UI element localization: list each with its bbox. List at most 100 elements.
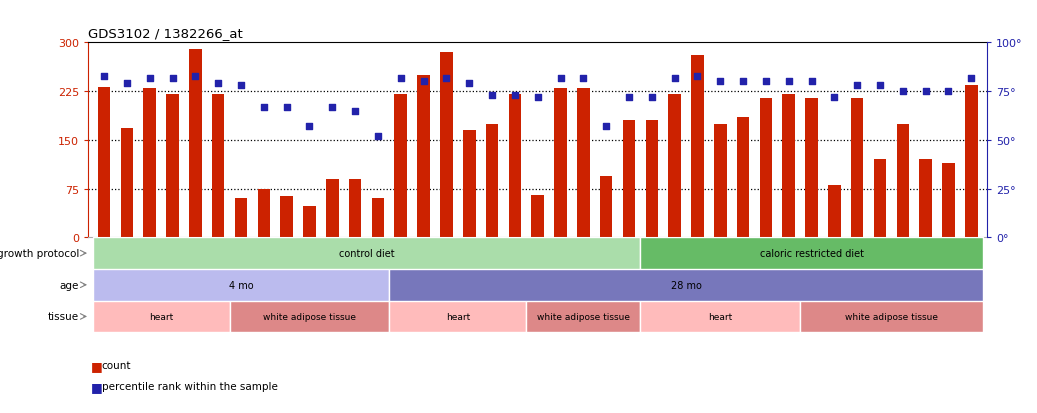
Point bbox=[576, 75, 592, 82]
Text: ■: ■ bbox=[91, 380, 103, 393]
Text: 4 mo: 4 mo bbox=[229, 280, 253, 290]
Point bbox=[392, 75, 409, 82]
Bar bbox=[801, 301, 983, 332]
Bar bbox=[736, 118, 750, 238]
Point bbox=[781, 79, 797, 85]
Bar bbox=[97, 88, 110, 238]
Text: ■: ■ bbox=[91, 359, 103, 372]
Point bbox=[918, 89, 934, 95]
Point bbox=[506, 93, 523, 99]
Text: count: count bbox=[102, 361, 131, 370]
Point bbox=[826, 95, 843, 101]
Bar bbox=[394, 95, 408, 238]
Bar bbox=[166, 95, 178, 238]
Point bbox=[141, 75, 158, 82]
Point bbox=[187, 73, 203, 80]
Bar bbox=[303, 206, 316, 238]
Bar bbox=[257, 189, 270, 238]
Point bbox=[644, 95, 661, 101]
Bar bbox=[713, 124, 727, 238]
Text: heart: heart bbox=[149, 312, 173, 321]
Bar bbox=[622, 121, 636, 238]
Bar bbox=[389, 301, 526, 332]
Text: white adipose tissue: white adipose tissue bbox=[845, 312, 937, 321]
Text: 28 mo: 28 mo bbox=[671, 280, 701, 290]
Point bbox=[963, 75, 980, 82]
Point bbox=[553, 75, 569, 82]
Point bbox=[941, 89, 957, 95]
Point bbox=[301, 123, 317, 130]
Point bbox=[483, 93, 500, 99]
Bar bbox=[212, 95, 224, 238]
Text: white adipose tissue: white adipose tissue bbox=[263, 312, 356, 321]
Point bbox=[621, 95, 638, 101]
Bar bbox=[326, 179, 339, 238]
Text: age: age bbox=[60, 280, 79, 290]
Point bbox=[118, 81, 135, 88]
Bar bbox=[920, 160, 932, 238]
Bar bbox=[229, 301, 389, 332]
Bar bbox=[577, 89, 590, 238]
Bar bbox=[143, 89, 156, 238]
Point bbox=[758, 79, 775, 85]
Point bbox=[324, 104, 340, 111]
Point bbox=[460, 81, 477, 88]
Bar bbox=[668, 95, 681, 238]
Point bbox=[735, 79, 752, 85]
Text: percentile rank within the sample: percentile rank within the sample bbox=[102, 381, 278, 391]
Bar bbox=[783, 95, 795, 238]
Bar bbox=[874, 160, 887, 238]
Bar bbox=[851, 98, 864, 238]
Bar bbox=[92, 269, 389, 301]
Text: caloric restricted diet: caloric restricted diet bbox=[759, 249, 864, 259]
Bar bbox=[508, 95, 522, 238]
Point bbox=[529, 95, 545, 101]
Text: GDS3102 / 1382266_at: GDS3102 / 1382266_at bbox=[88, 27, 243, 40]
Bar bbox=[440, 53, 453, 238]
Bar bbox=[641, 301, 801, 332]
Bar bbox=[92, 238, 641, 269]
Bar bbox=[691, 56, 704, 238]
Text: tissue: tissue bbox=[48, 312, 79, 322]
Bar bbox=[943, 163, 955, 238]
Point bbox=[164, 75, 180, 82]
Bar bbox=[554, 89, 567, 238]
Point bbox=[598, 123, 615, 130]
Point bbox=[346, 108, 363, 115]
Point bbox=[232, 83, 249, 90]
Point bbox=[895, 89, 912, 95]
Point bbox=[438, 75, 454, 82]
Bar bbox=[806, 98, 818, 238]
Bar bbox=[348, 179, 362, 238]
Point bbox=[872, 83, 889, 90]
Bar bbox=[417, 76, 430, 238]
Bar bbox=[120, 129, 133, 238]
Point bbox=[415, 79, 431, 85]
Point bbox=[849, 83, 866, 90]
Point bbox=[278, 104, 295, 111]
Bar bbox=[92, 301, 229, 332]
Point bbox=[667, 75, 683, 82]
Bar bbox=[463, 131, 476, 238]
Bar bbox=[389, 269, 983, 301]
Text: white adipose tissue: white adipose tissue bbox=[537, 312, 629, 321]
Bar bbox=[189, 50, 201, 238]
Bar bbox=[531, 196, 544, 238]
Bar bbox=[759, 98, 773, 238]
Point bbox=[255, 104, 272, 111]
Bar bbox=[371, 199, 385, 238]
Bar bbox=[965, 85, 978, 238]
Bar bbox=[829, 186, 841, 238]
Bar bbox=[280, 197, 292, 238]
Text: heart: heart bbox=[446, 312, 470, 321]
Bar bbox=[234, 199, 247, 238]
Text: heart: heart bbox=[708, 312, 732, 321]
Text: growth protocol: growth protocol bbox=[0, 249, 79, 259]
Point bbox=[690, 73, 706, 80]
Bar bbox=[645, 121, 658, 238]
Bar bbox=[641, 238, 983, 269]
Point bbox=[209, 81, 226, 88]
Bar bbox=[599, 176, 613, 238]
Text: control diet: control diet bbox=[339, 249, 394, 259]
Point bbox=[804, 79, 820, 85]
